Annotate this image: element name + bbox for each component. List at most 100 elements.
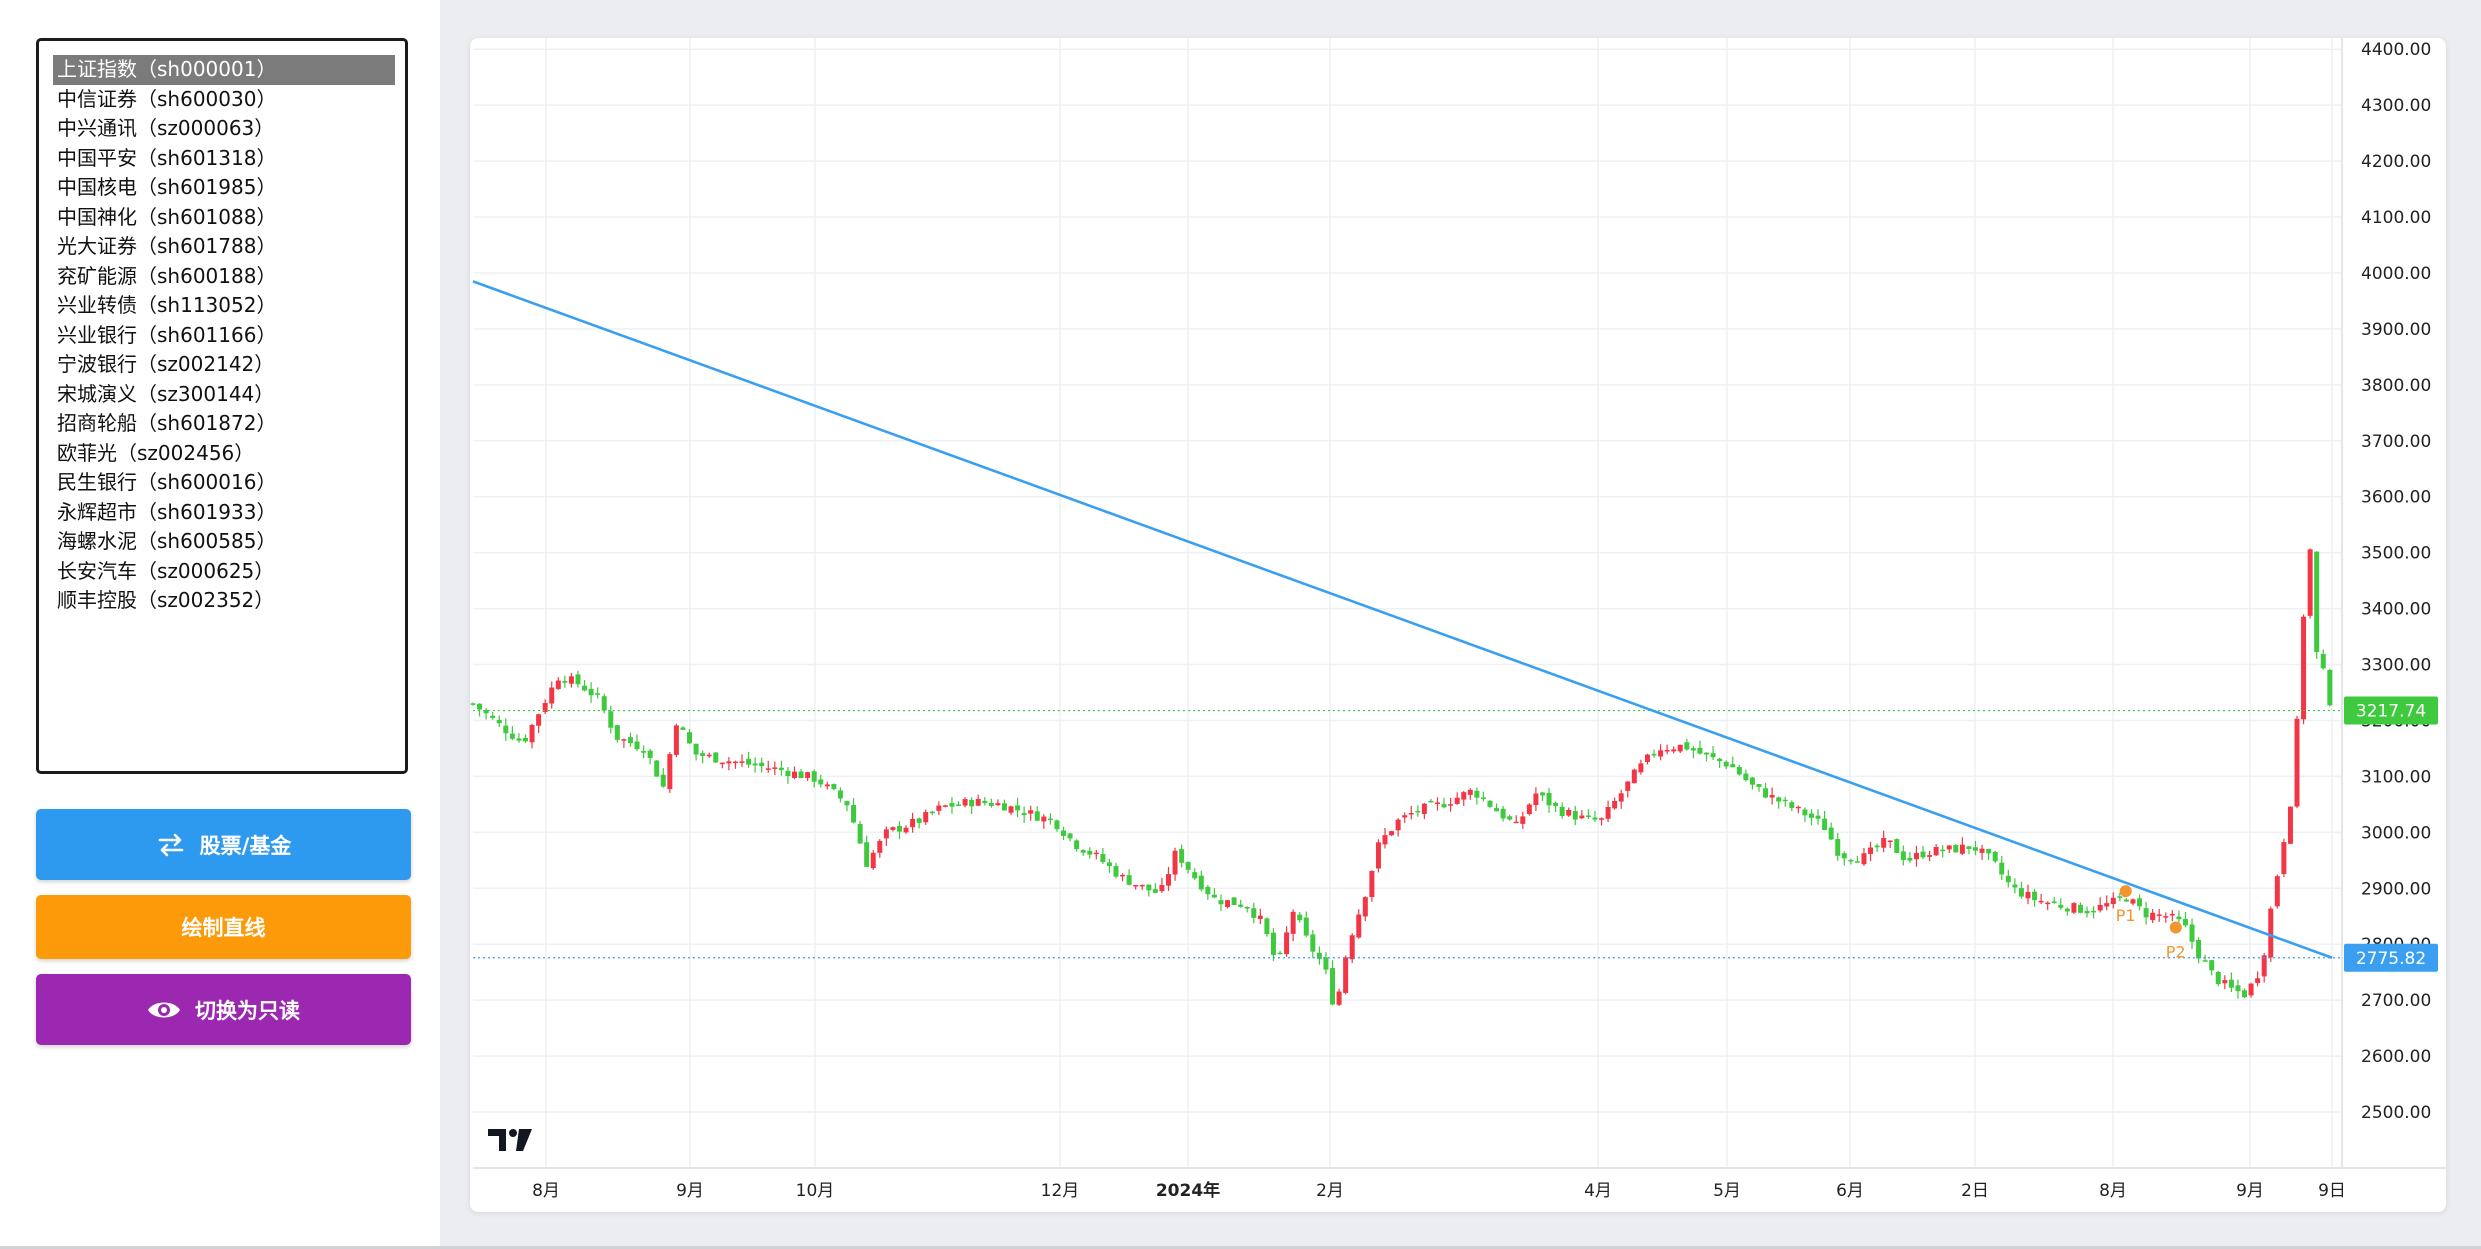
candle [1428, 798, 1434, 803]
candle [2097, 897, 2103, 913]
candle [477, 703, 483, 717]
stock-list-item[interactable]: 兖矿能源（sh600188） [57, 263, 277, 288]
candle [2320, 649, 2326, 670]
candle [1671, 746, 1677, 754]
y-tick-label: 2500.00 [2361, 1103, 2431, 1123]
candle [1697, 740, 1703, 755]
candle [1152, 883, 1158, 894]
candle [1927, 850, 1933, 862]
candle [1638, 759, 1644, 775]
candle [2038, 893, 2044, 905]
candle [2071, 902, 2077, 914]
candle [509, 726, 515, 741]
candle [595, 687, 601, 699]
candle [2248, 982, 2254, 998]
candle [1402, 812, 1408, 823]
candle [1835, 833, 1841, 861]
stock-list-item[interactable]: 长安汽车（sz000625） [57, 558, 275, 583]
candle [536, 713, 542, 733]
stock-list-item[interactable]: 民生银行（sh600016） [57, 470, 277, 494]
candle [2005, 869, 2011, 888]
candle [2189, 918, 2195, 949]
candlestick-chart[interactable]: P1 P2 4400.00 4300.00 4200.00 4100.00 4000.00… [470, 38, 2446, 1212]
stock-list-item[interactable]: 兴业银行（sh601166） [57, 322, 277, 347]
candle [1920, 845, 1926, 860]
candle [2327, 668, 2333, 707]
candle [1874, 843, 1880, 852]
candle [746, 751, 752, 768]
candle [1454, 792, 1460, 805]
stock-list-item[interactable]: 永辉超市（sh601933） [57, 499, 277, 524]
candle [1330, 960, 1336, 1006]
last-price-badge: 3217.74 [2344, 696, 2438, 725]
candle [1507, 814, 1513, 821]
draw-line-label: 绘制直线 [181, 916, 266, 940]
stock-list-item[interactable]: 中国神化（sh601088） [57, 204, 277, 229]
candle [1808, 809, 1814, 826]
stock-list-item[interactable]: 顺丰控股（sz002352） [57, 588, 275, 612]
candles [470, 548, 2333, 1006]
stock-list-item[interactable]: 上证指数（sh000001） [53, 55, 395, 85]
candle [1494, 803, 1500, 812]
switch-stock-fund-label: 股票/基金 [199, 833, 292, 858]
candle [1382, 827, 1388, 849]
candle [1034, 806, 1040, 822]
trend-line [472, 280, 2333, 959]
candle [2307, 548, 2313, 619]
candle [654, 759, 660, 777]
candle [1303, 911, 1309, 938]
candle [2235, 979, 2241, 999]
trend-end-price-badge: 2775.82 [2344, 943, 2438, 972]
stock-list-item[interactable]: 欧菲光（sz002456） [57, 440, 255, 465]
candle [1106, 858, 1112, 873]
candle [870, 850, 876, 870]
candle [1159, 877, 1165, 893]
candle [614, 725, 620, 743]
switch-stock-fund-button[interactable]: 股票/基金 [36, 809, 411, 880]
candle [2130, 898, 2136, 906]
stock-list-item[interactable]: 中兴通讯（sz000063） [57, 116, 275, 140]
stock-list[interactable]: 上证指数（sh000001） 中信证券（sh600030） 中兴通讯（sz00006… [36, 38, 408, 774]
candle [1828, 822, 1834, 841]
candle [1763, 782, 1769, 799]
candle [890, 826, 896, 832]
candle [1861, 847, 1867, 866]
stock-list-item[interactable]: 中国核电（sh601985） [57, 175, 277, 199]
stock-list-item[interactable]: 中国平安（sh601318） [57, 145, 277, 170]
candle [916, 817, 922, 829]
candle [2137, 894, 2143, 911]
candle [1415, 805, 1421, 817]
candle [2123, 898, 2129, 902]
stock-list-item[interactable]: 招商轮船（sh601872） [57, 411, 277, 435]
stock-list-item[interactable]: 宁波银行（sz002142） [57, 352, 275, 376]
candle [1710, 746, 1716, 760]
stock-list-item[interactable]: 光大证券（sh601788） [57, 234, 277, 258]
y-tick-label: 4100.00 [2361, 208, 2431, 228]
candle [1900, 845, 1906, 866]
candle [1290, 909, 1296, 942]
y-tick-label: 3300.00 [2361, 656, 2431, 676]
candle [2301, 614, 2307, 725]
candle [1316, 946, 1322, 965]
candle [2294, 715, 2300, 809]
candle [732, 760, 738, 769]
candle [2314, 551, 2320, 659]
candle [896, 821, 902, 840]
candle [1225, 900, 1231, 909]
stock-list-item[interactable]: 宋城演义（sz300144） [57, 381, 275, 406]
candle [1933, 844, 1939, 856]
x-tick-label: 8月 [532, 1181, 560, 1201]
stock-list-item[interactable]: 中信证券（sh600030） [57, 86, 277, 111]
candle [1723, 760, 1729, 770]
x-tick-label: 10月 [796, 1181, 835, 1201]
stock-list-item[interactable]: 兴业转债（sh113052） [57, 293, 277, 317]
stock-list-item[interactable]: 海螺水泥（sh600585） [57, 529, 277, 553]
candle [805, 771, 811, 782]
x-tick-label: 12月 [1041, 1181, 1080, 1201]
toggle-readonly-button[interactable]: 切换为只读 [36, 974, 411, 1045]
draw-line-button[interactable]: 绘制直线 [36, 895, 411, 959]
candle [1644, 753, 1650, 765]
candle [2196, 937, 2202, 964]
candle [844, 800, 850, 812]
candle [2281, 838, 2287, 878]
